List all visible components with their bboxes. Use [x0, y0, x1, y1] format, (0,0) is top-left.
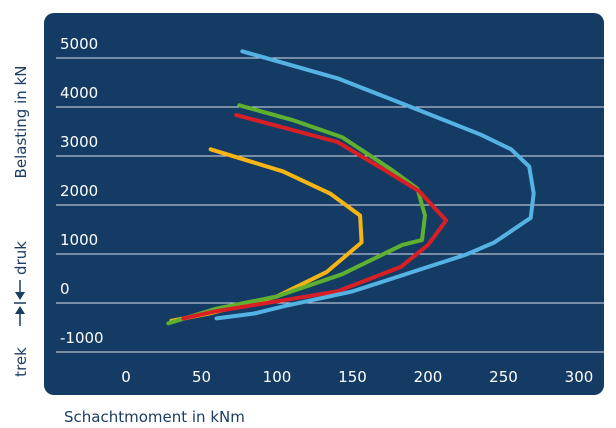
y-tick-label: 4000: [60, 84, 98, 102]
series-layer: [166, 49, 536, 326]
tension-label: trek: [12, 347, 30, 377]
series-line-3: [214, 49, 536, 321]
x-tick-label: 200: [414, 368, 443, 386]
x-tick-label: 300: [565, 368, 594, 386]
x-tick-label: 150: [338, 368, 367, 386]
x-tick-label: 0: [121, 368, 131, 386]
y-tick-label: 2000: [60, 182, 98, 200]
x-axis-label: Schachtmoment in kNm: [64, 408, 245, 426]
y-tick-label: 5000: [60, 35, 98, 53]
x-tick-label: 100: [263, 368, 292, 386]
y-tick-label: 3000: [60, 133, 98, 151]
compression-arrow-head: [15, 292, 25, 300]
plot-panel: [44, 13, 604, 395]
y-axis-label: Belasting in kN: [12, 66, 30, 179]
tension-compression-indicator: druk trek: [12, 241, 30, 377]
y-tick-label: 1000: [60, 231, 98, 249]
series-line-2: [181, 113, 449, 321]
grid-layer: [56, 57, 604, 353]
y-tick-label: 0: [60, 280, 70, 298]
series-line-1: [166, 103, 427, 326]
x-tick-label: 50: [192, 368, 211, 386]
tick-layer: -1000 0 1000 2000 3000 4000 5000 0 50 100 150 200 25…: [60, 35, 593, 386]
x-tick-label: 250: [489, 368, 518, 386]
compression-label: druk: [12, 241, 30, 275]
y-tick-label: -1000: [60, 329, 104, 347]
tension-arrow-head: [15, 306, 25, 314]
